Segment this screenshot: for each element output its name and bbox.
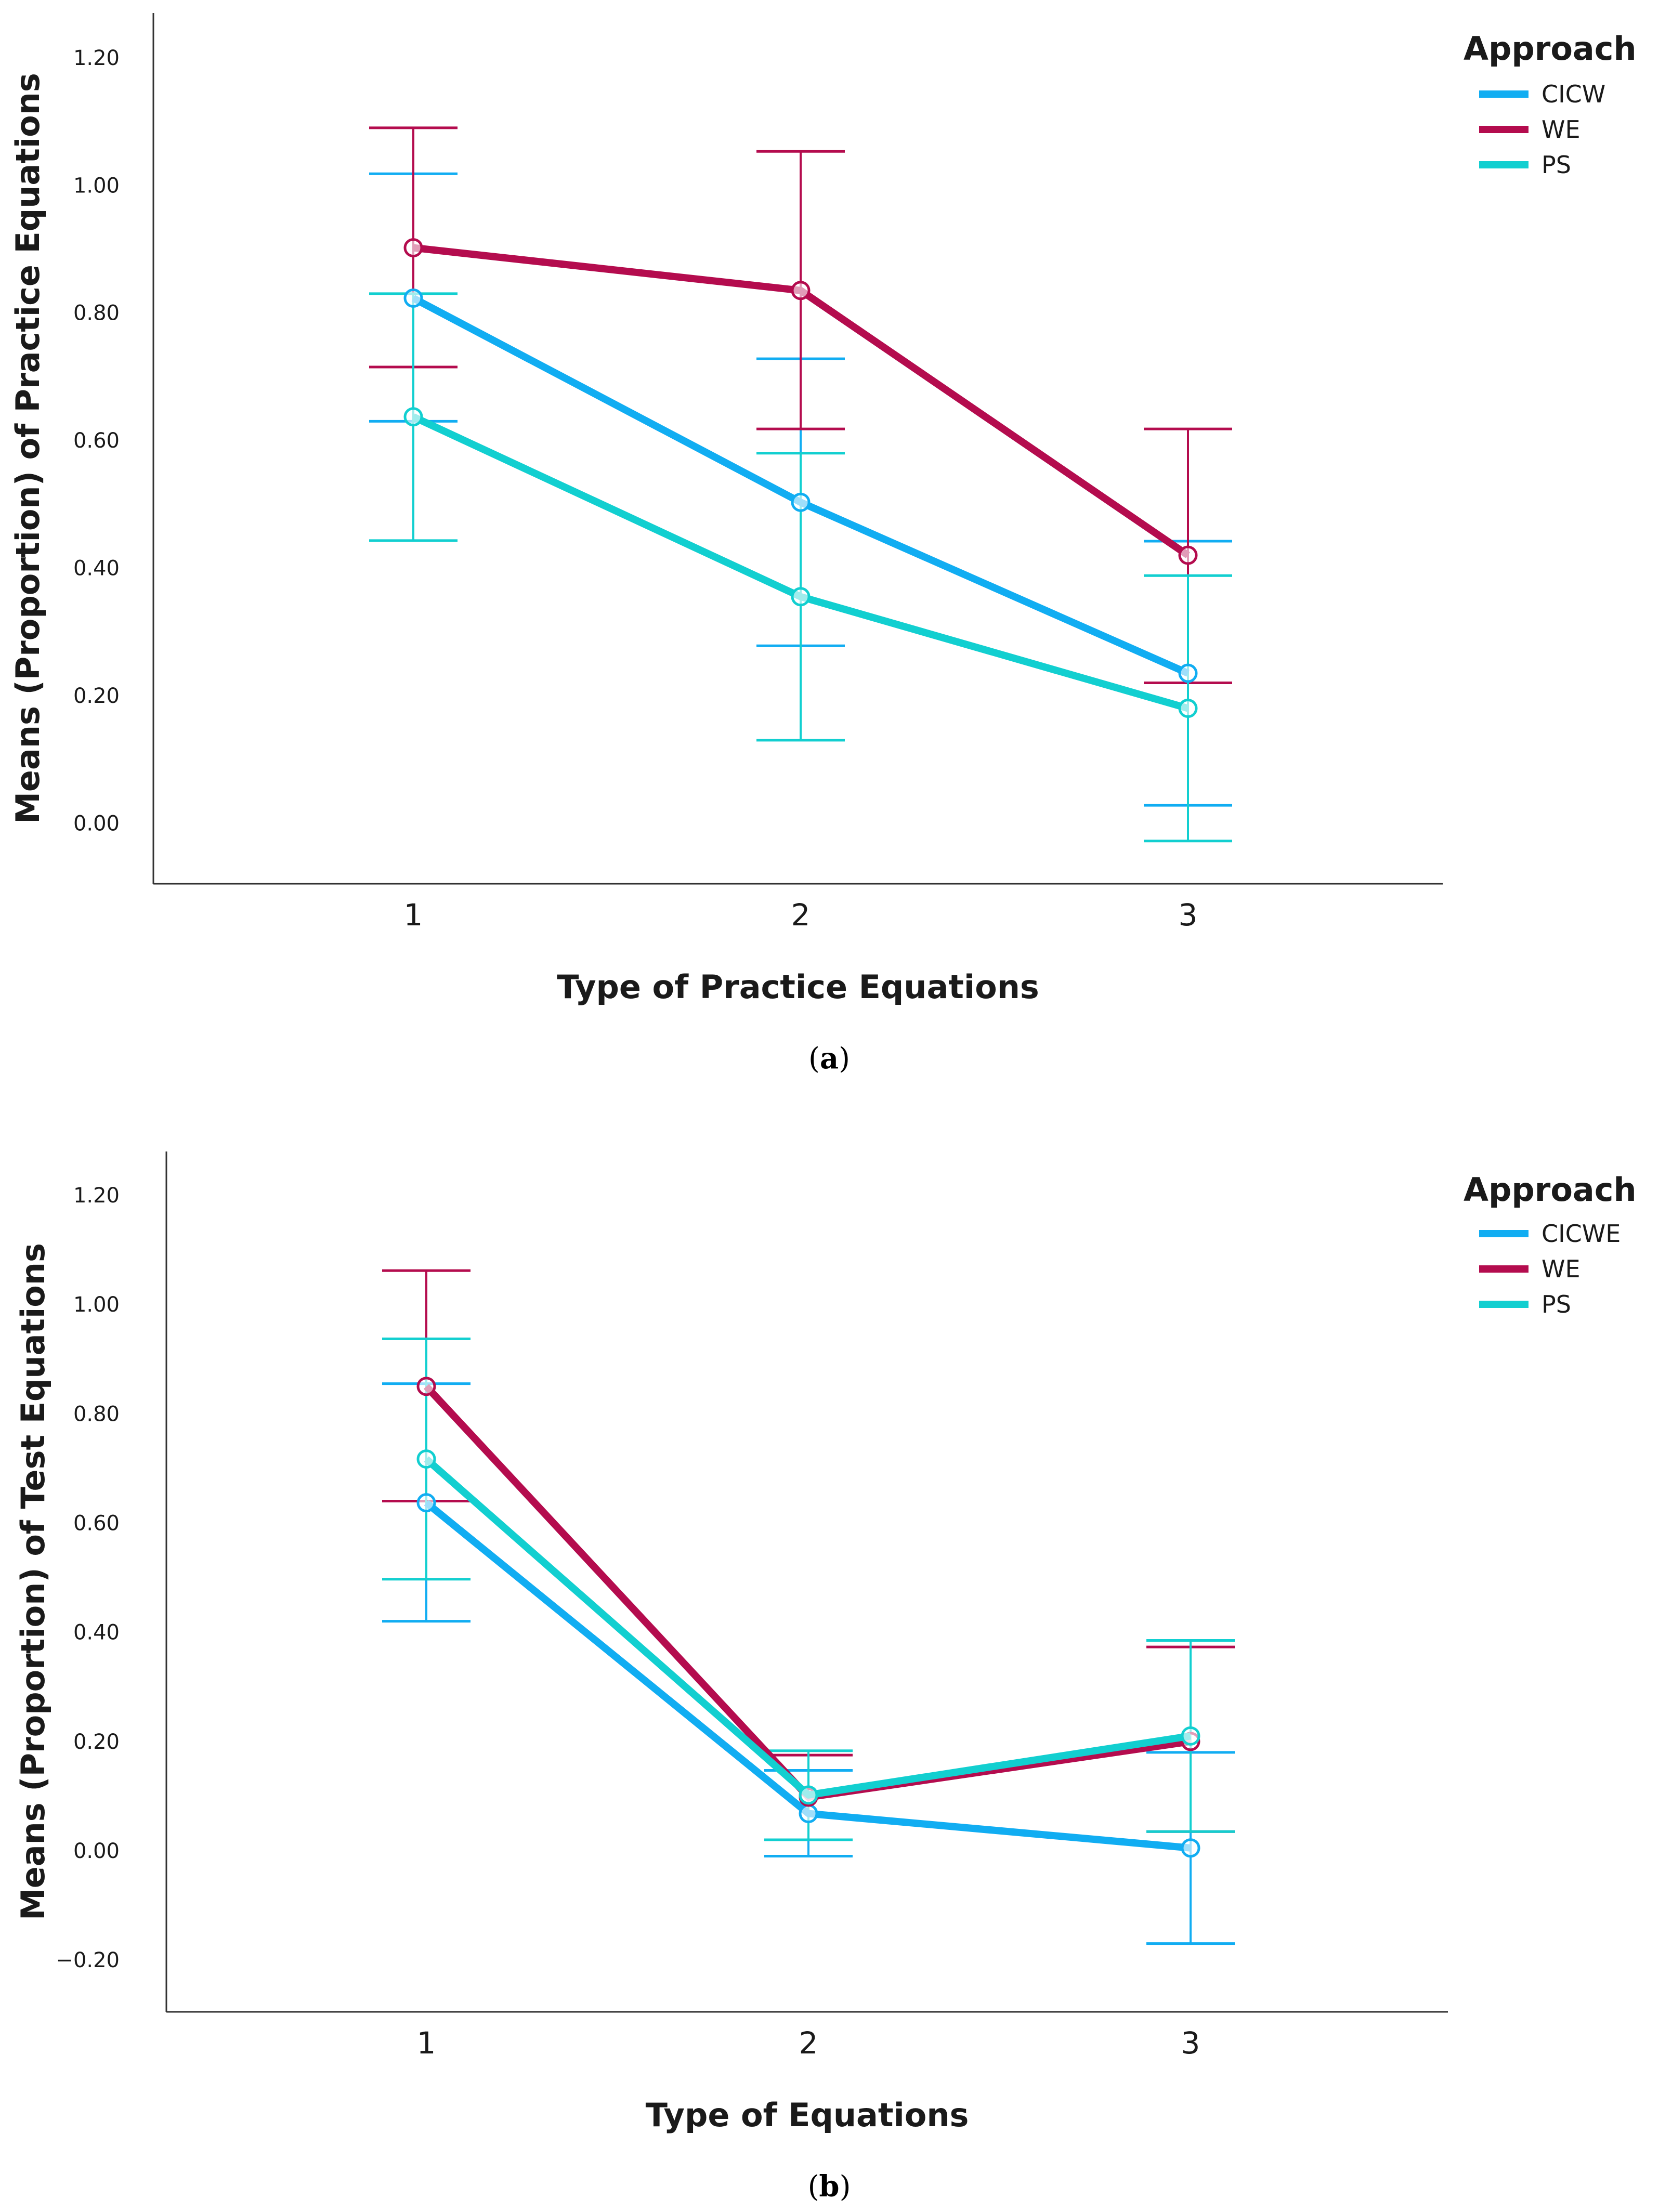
y-tick-label: 0.00 <box>73 1839 120 1863</box>
y-tick-label: 0.80 <box>73 302 120 325</box>
y-tick-label: 0.20 <box>73 684 120 708</box>
y-tick-label: 0.80 <box>73 1402 120 1426</box>
data-point-ps <box>1181 1726 1200 1746</box>
y-tick-label: 0.40 <box>73 557 120 581</box>
y-axis-title: Means (Proportion) of Test Equations <box>14 1243 52 1920</box>
y-axis-title: Means (Proportion) of Practice Equations <box>9 73 47 824</box>
data-point-ps <box>416 1449 436 1469</box>
data-point-ps <box>403 407 423 427</box>
data-point-cicwe <box>1181 1838 1200 1858</box>
y-tick-label: 1.20 <box>73 46 120 70</box>
legend-label-ps: PS <box>1542 1290 1571 1318</box>
y-tick-label: 1.00 <box>73 1293 120 1317</box>
data-point-cicw <box>1178 663 1198 683</box>
chart-panel-b: 1.20 1.00 0.80 0.60 0.40 0.20 0.00 −0.20 1 2 3 Type… <box>0 1118 1659 2212</box>
y-tick-label: 0.40 <box>73 1621 120 1645</box>
legend-label-we: WE <box>1542 1255 1580 1283</box>
chart-panel-a: 1.20 1.00 0.80 0.60 0.40 0.20 0.00 1 2 3 Type of P… <box>9 13 1637 1076</box>
data-point-we <box>403 238 423 258</box>
y-tick-label: 0.20 <box>73 1730 120 1754</box>
data-point-ps <box>791 587 811 607</box>
data-point-cicw <box>403 289 423 308</box>
y-tick-label: 1.00 <box>73 174 120 198</box>
x-tick-label: 1 <box>404 897 423 933</box>
data-point-cicw <box>791 492 811 512</box>
x-axis-title: Type of Equations <box>646 2096 969 2134</box>
x-tick-label: 1 <box>417 2025 436 2061</box>
x-tick-label: 3 <box>1179 897 1198 933</box>
data-point-we <box>791 281 811 300</box>
chart-b: 1.20 1.00 0.80 0.60 0.40 0.20 0.00 −0.20 1 2 3 Type… <box>14 1151 1637 2204</box>
y-tick-label: 1.20 <box>73 1184 120 1208</box>
legend-label-ps: PS <box>1542 151 1571 179</box>
data-point-ps <box>1178 699 1198 718</box>
y-tick-label: 0.60 <box>73 429 120 453</box>
panel-caption: (b) <box>808 2169 851 2204</box>
legend-label-cicwe: CICWE <box>1542 1220 1621 1248</box>
legend-label-cicw: CICW <box>1542 80 1605 108</box>
legend-title: Approach <box>1464 1171 1637 1209</box>
panel-caption: (a) <box>808 1041 850 1076</box>
x-axis-title: Type of Practice Equations <box>557 968 1039 1006</box>
x-tick-label: 2 <box>799 2025 818 2061</box>
data-point-we <box>416 1377 436 1396</box>
x-tick-label: 2 <box>791 897 811 933</box>
data-point-we <box>1178 545 1198 565</box>
data-point-ps <box>799 1785 818 1805</box>
y-tick-label: −0.20 <box>56 1948 120 1972</box>
y-tick-label: 0.60 <box>73 1512 120 1536</box>
y-tick-label: 0.00 <box>73 811 120 835</box>
legend-label-we: WE <box>1542 115 1580 143</box>
data-point-cicwe <box>799 1804 818 1824</box>
x-tick-label: 3 <box>1181 2025 1200 2061</box>
chart-a: 1.20 1.00 0.80 0.60 0.40 0.20 0.00 1 2 3 Type of P… <box>9 13 1637 1076</box>
legend-title: Approach <box>1464 30 1637 68</box>
data-point-cicwe <box>416 1493 436 1513</box>
